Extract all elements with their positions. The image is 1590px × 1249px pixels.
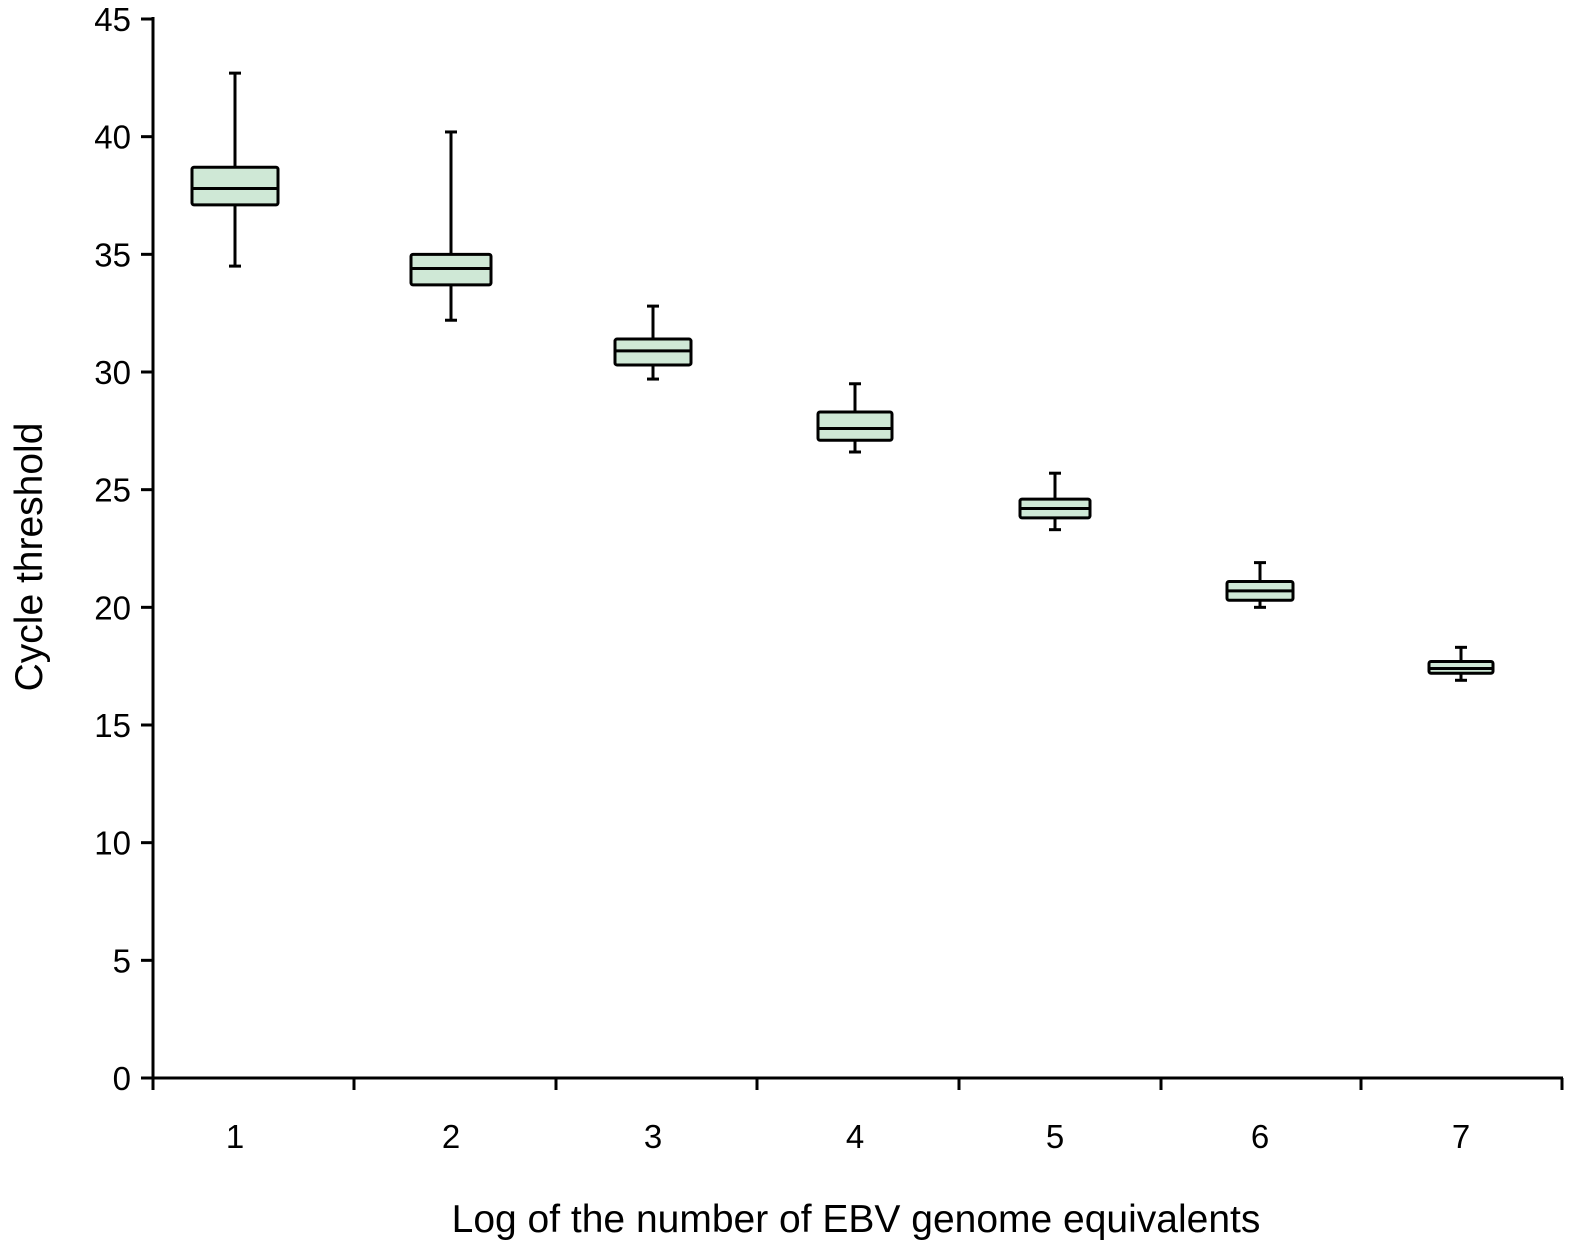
x-axis-title: Log of the number of EBV genome equivale…: [452, 1198, 1261, 1241]
y-tick-label-20: 20: [94, 589, 131, 626]
x-tick-label-2: 2: [442, 1118, 460, 1155]
x-tick-label-6: 6: [1251, 1118, 1269, 1155]
box-4: [816, 382, 894, 454]
box-2: [409, 130, 493, 322]
y-axis-title: Cycle threshold: [8, 423, 51, 692]
x-tick-label-1: 1: [226, 1118, 244, 1155]
y-tick-label-5: 5: [113, 942, 131, 979]
x-tick-label-4: 4: [846, 1118, 864, 1155]
y-axis: 0 5 10 15 20 25 30 35 40 45: [94, 1, 155, 1097]
box-6: [1225, 561, 1295, 609]
box-5: [1018, 471, 1092, 532]
box-7: [1427, 645, 1495, 682]
y-tick-label-45: 45: [94, 1, 131, 38]
box-body-1: [190, 165, 280, 207]
box-1: [190, 71, 280, 268]
x-tick-label-5: 5: [1046, 1118, 1064, 1155]
box-3: [613, 304, 693, 381]
x-tick-label-7: 7: [1452, 1118, 1470, 1155]
y-tick-label-30: 30: [94, 354, 131, 391]
x-axis: 1 2 3 4 5 6 7: [151, 1076, 1564, 1155]
box-series: [190, 71, 1495, 682]
y-tick-label-15: 15: [94, 707, 131, 744]
box-body-4: [816, 410, 894, 442]
y-tick-label-0: 0: [113, 1060, 131, 1097]
y-tick-label-10: 10: [94, 825, 131, 862]
y-tick-label-40: 40: [94, 119, 131, 156]
x-tick-label-3: 3: [644, 1118, 662, 1155]
y-tick-label-35: 35: [94, 236, 131, 273]
y-tick-label-25: 25: [94, 472, 131, 509]
